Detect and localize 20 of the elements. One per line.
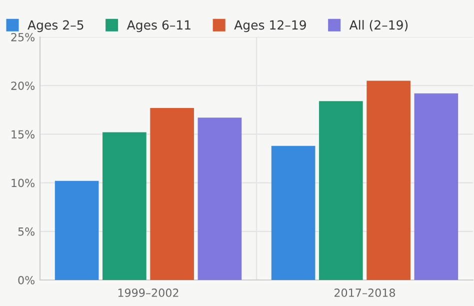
bar <box>150 108 194 280</box>
legend-label: Ages 6–11 <box>126 20 190 32</box>
y-tick-label: 10% <box>12 178 35 188</box>
bar <box>319 101 363 280</box>
bar <box>414 93 458 280</box>
bar <box>271 146 316 280</box>
x-tick-label: 2017–2018 <box>334 288 396 297</box>
legend-label: All (2–19) <box>349 20 408 32</box>
legend-label: Ages 12–19 <box>234 20 306 32</box>
bar <box>366 80 410 280</box>
bar <box>198 118 242 280</box>
bar <box>102 132 146 280</box>
legend-label: Ages 2–5 <box>28 20 84 32</box>
y-tick-label: 15% <box>12 130 35 139</box>
x-tick-label: 1999–2002 <box>118 288 178 297</box>
y-tick-label: 5% <box>18 227 35 236</box>
y-tick-label: 25% <box>11 32 35 42</box>
y-tick-label: 0% <box>18 276 35 284</box>
y-tick-label: 20% <box>11 82 35 90</box>
bar <box>54 180 99 280</box>
